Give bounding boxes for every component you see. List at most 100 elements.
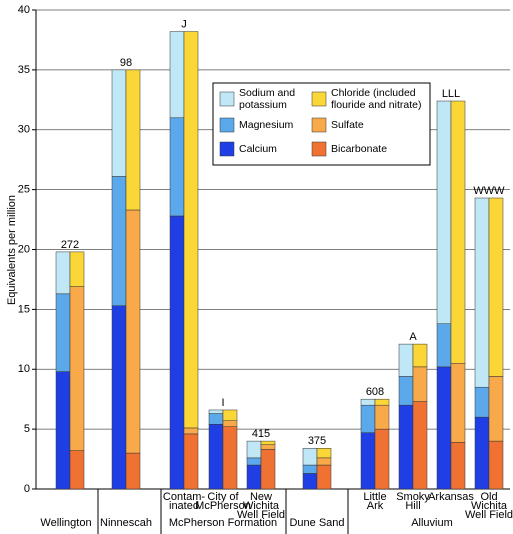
group-label: McPherson Formation xyxy=(169,517,277,529)
legend-swatch xyxy=(219,141,235,157)
bar-segment xyxy=(398,343,414,377)
y-tick-label: 5 xyxy=(24,423,30,435)
bar-segment xyxy=(260,449,276,490)
bar-segment xyxy=(246,457,262,466)
bar-label: I xyxy=(221,397,224,409)
legend-swatch xyxy=(219,117,235,133)
bar-segment xyxy=(125,452,141,490)
y-tick-label: 20 xyxy=(18,243,30,255)
x-tick-label: Contam- xyxy=(163,491,206,503)
group-label: Dune Sand xyxy=(289,517,344,529)
bar-segment xyxy=(436,323,452,368)
bar-segment xyxy=(55,251,71,295)
bar-segment xyxy=(222,420,238,427)
bar-segment xyxy=(246,440,262,459)
bar-label: 272 xyxy=(61,239,79,251)
bar-segment xyxy=(260,440,276,445)
x-tick-label: Wichita xyxy=(471,500,508,512)
bar-segment xyxy=(111,69,127,177)
bar-label: J xyxy=(181,18,187,30)
bar-label: LLL xyxy=(442,88,460,100)
x-tick-label: Arkansas xyxy=(428,491,474,503)
x-tick-label: Wichita xyxy=(243,500,280,512)
bar-segment xyxy=(111,305,127,490)
bar-segment xyxy=(208,424,224,490)
bar-segment xyxy=(302,448,318,466)
bar-segment xyxy=(450,100,466,364)
bar-segment xyxy=(412,366,428,402)
bar-label: WWW xyxy=(473,185,505,197)
bar-label: 608 xyxy=(366,386,384,398)
bar-segment xyxy=(374,398,390,406)
bar-segment xyxy=(246,464,262,490)
bar-segment xyxy=(208,413,224,425)
legend-label: Calcium xyxy=(239,143,277,155)
bar-segment xyxy=(208,409,224,414)
x-tick-label: Little xyxy=(363,491,386,503)
bar-segment xyxy=(55,293,71,372)
bar-segment xyxy=(169,215,185,490)
bar-segment xyxy=(450,363,466,443)
bar-label: 375 xyxy=(308,435,326,447)
bar-segment xyxy=(360,398,376,406)
bar-segment xyxy=(222,426,238,490)
bar-segment xyxy=(169,117,185,217)
bar-segment xyxy=(488,376,504,442)
bar-segment xyxy=(316,464,332,490)
bar-segment xyxy=(69,450,85,490)
legend-label: Chloride (included flouride and nitrate) xyxy=(331,87,422,111)
x-tick-label: Well Field xyxy=(237,509,285,521)
x-tick-label: New xyxy=(250,491,272,503)
bar-segment xyxy=(316,448,332,459)
bar-segment xyxy=(183,433,199,490)
bar-segment xyxy=(474,416,490,490)
bar-label: 98 xyxy=(120,57,132,69)
legend-label: Magnesium xyxy=(239,119,294,131)
bar-segment xyxy=(302,473,318,490)
bar-segment xyxy=(302,464,318,474)
x-tick-label: Hill xyxy=(405,500,420,512)
bar-segment xyxy=(360,404,376,433)
bar-segment xyxy=(474,197,490,388)
bar-segment xyxy=(183,31,199,429)
legend-label: Sulfate xyxy=(331,119,364,131)
bar-segment xyxy=(412,343,428,368)
y-tick-label: 10 xyxy=(18,363,30,375)
bar-segment xyxy=(222,409,238,421)
y-tick-label: 15 xyxy=(18,303,30,315)
y-tick-label: 30 xyxy=(18,124,30,136)
bar-segment xyxy=(125,69,141,211)
y-tick-label: 40 xyxy=(18,4,30,16)
bar-segment xyxy=(436,100,452,324)
bar-segment xyxy=(55,371,71,490)
bar-segment xyxy=(374,428,390,490)
legend-swatch xyxy=(311,91,327,107)
y-tick-label: 25 xyxy=(18,184,30,196)
x-tick-label: McPherson xyxy=(195,500,251,512)
x-tick-label: inated xyxy=(169,500,199,512)
legend-label: Sodium and potassium xyxy=(239,87,296,111)
legend-label: Bicarbonate xyxy=(331,143,388,155)
y-tick-label: 35 xyxy=(18,64,30,76)
x-tick-label: Well Field xyxy=(465,509,513,521)
bar-segment xyxy=(436,366,452,490)
bar-segment xyxy=(450,442,466,490)
bar-segment xyxy=(69,251,85,287)
y-axis-label: Equivalents per million xyxy=(6,195,18,305)
bar-segment xyxy=(398,404,414,490)
group-label: Ninnescah xyxy=(100,517,152,529)
y-tick-label: 0 xyxy=(24,483,30,495)
bar-segment xyxy=(111,176,127,307)
bar-segment xyxy=(183,427,199,435)
x-tick-label: City of xyxy=(207,491,239,503)
bar-segment xyxy=(125,209,141,454)
bar-segment xyxy=(169,31,185,119)
legend-swatch xyxy=(311,141,327,157)
bar-segment xyxy=(488,440,504,490)
bar-segment xyxy=(260,444,276,450)
bar-segment xyxy=(69,286,85,451)
x-tick-label: Old xyxy=(480,491,497,503)
x-tick-label: Smoky xyxy=(396,491,430,503)
legend-swatch xyxy=(311,117,327,133)
